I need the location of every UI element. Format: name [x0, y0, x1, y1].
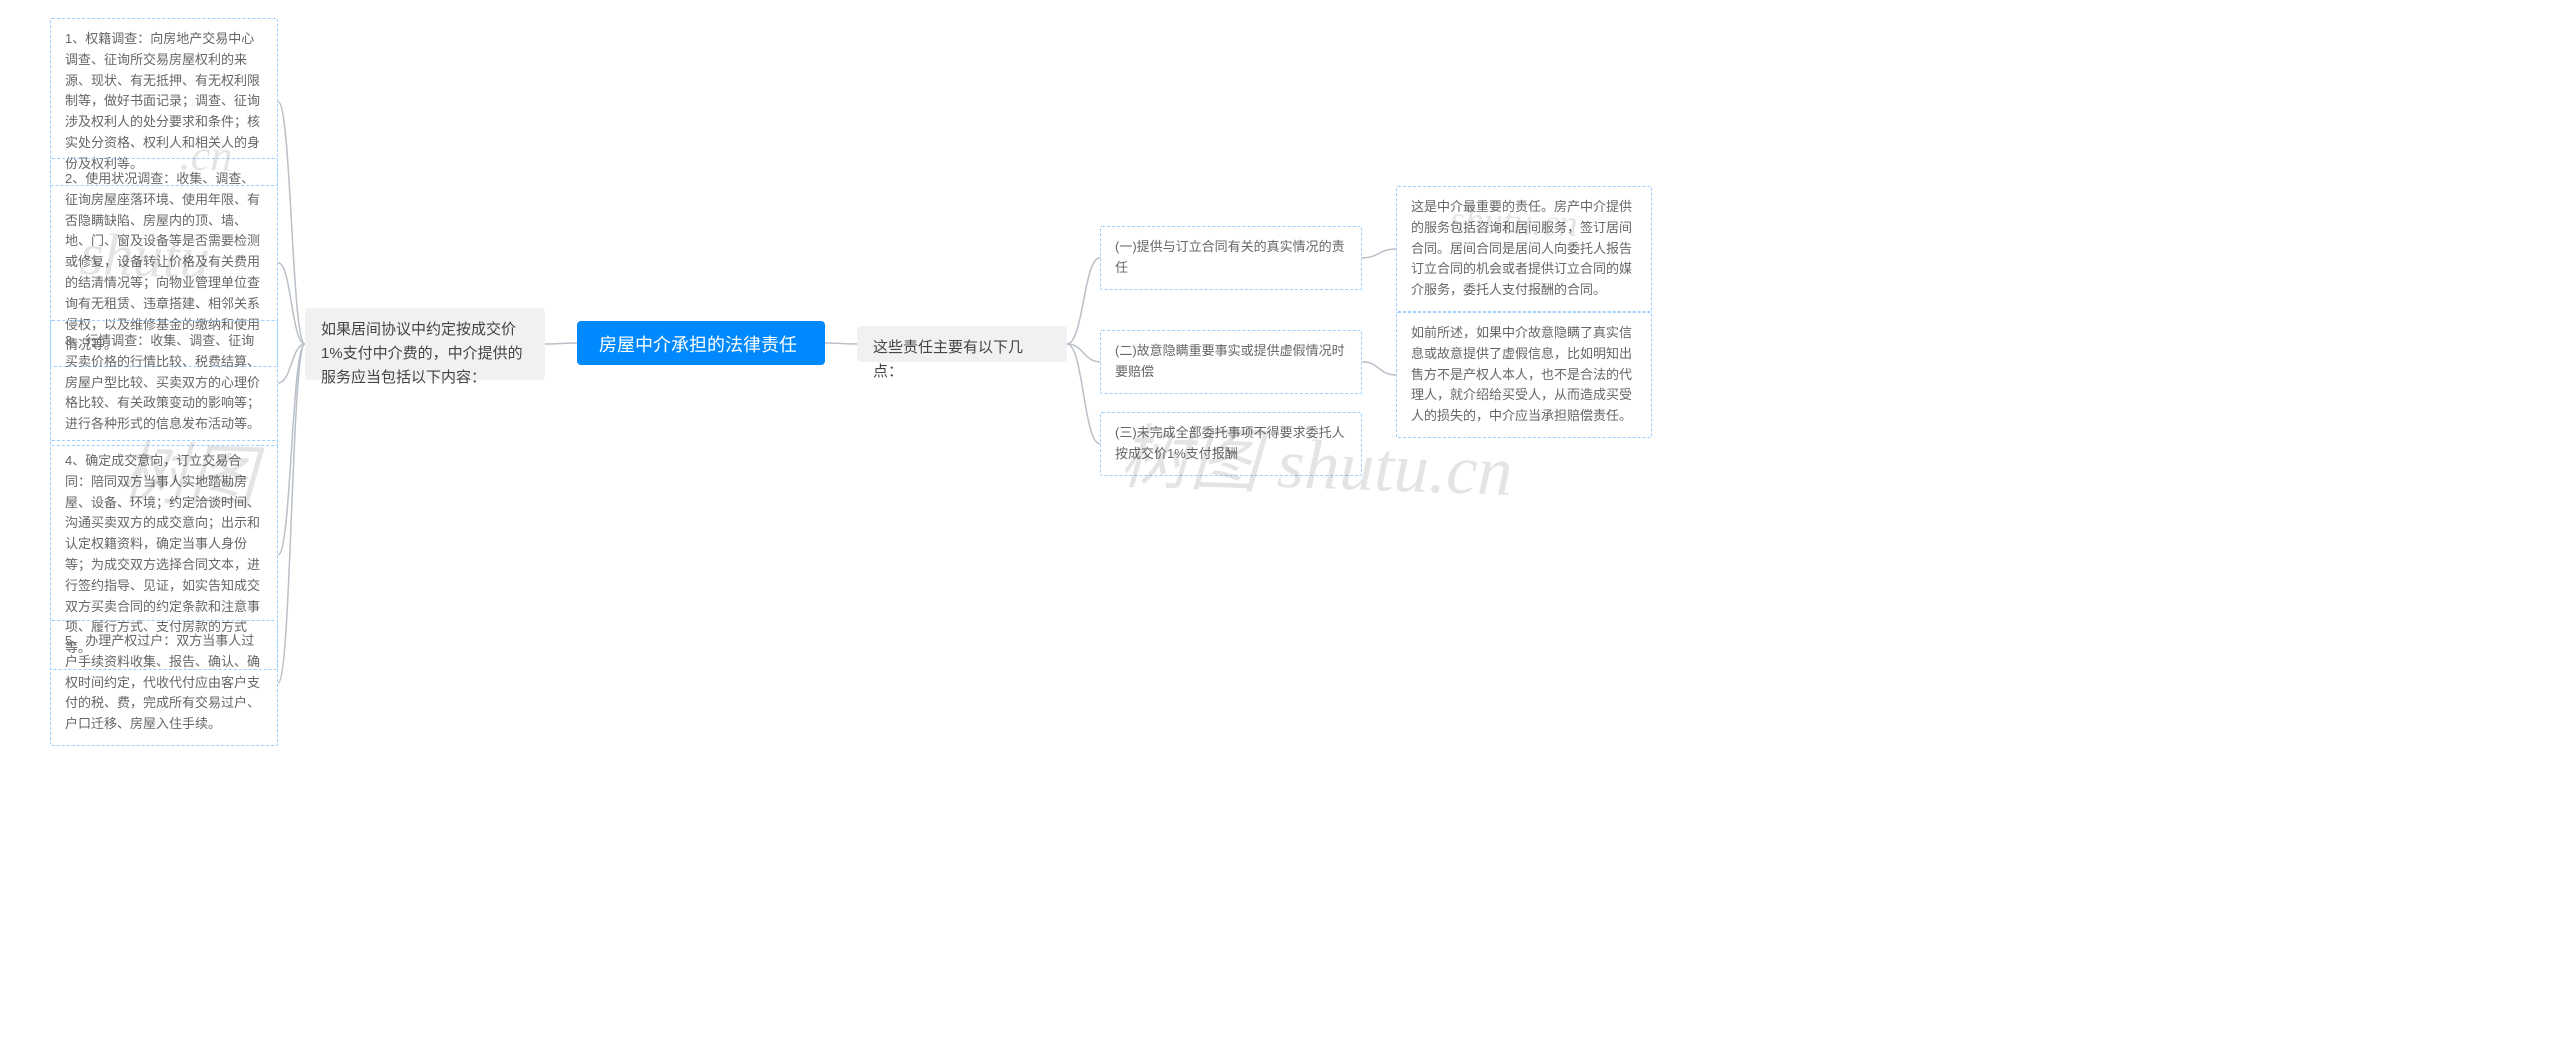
- leaf-right-l1-2: (二)故意隐瞒重要事实或提供虚假情况时要赔偿: [1100, 330, 1362, 394]
- leaf-right-l2-1: 这是中介最重要的责任。房产中介提供的服务包括咨询和居间服务，签订居间合同。居间合…: [1396, 186, 1652, 312]
- connector-layer: [0, 0, 2560, 1044]
- leaf-left-5: 5、办理产权过户：双方当事人过户手续资料收集、报告、确认、确权时间约定，代收代付…: [50, 620, 278, 746]
- branch-right: 这些责任主要有以下几点：: [857, 326, 1067, 362]
- leaf-left-3: 3、行情调查：收集、调查、征询买卖价格的行情比较、税费结算、房屋户型比较、买卖双…: [50, 320, 278, 446]
- leaf-right-l1-1: (一)提供与订立合同有关的真实情况的责任: [1100, 226, 1362, 290]
- leaf-right-l2-2: 如前所述，如果中介故意隐瞒了真实信息或故意提供了虚假信息，比如明知出售方不是产权…: [1396, 312, 1652, 438]
- leaf-right-l1-3: (三)未完成全部委托事项不得要求委托人按成交价1%支付报酬: [1100, 412, 1362, 476]
- mindmap-root: 房屋中介承担的法律责任: [577, 321, 825, 365]
- branch-left: 如果居间协议中约定按成交价1%支付中介费的，中介提供的服务应当包括以下内容：: [305, 308, 545, 380]
